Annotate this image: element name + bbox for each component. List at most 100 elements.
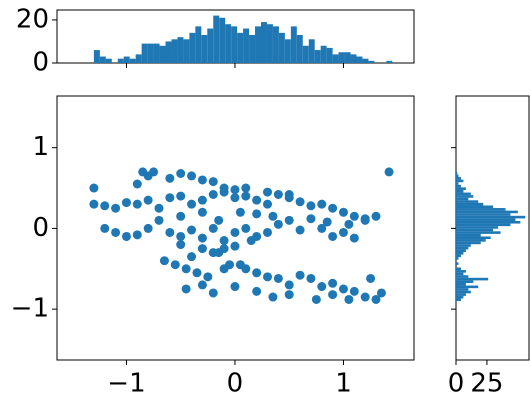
bar bbox=[284, 39, 291, 63]
point bbox=[197, 280, 207, 290]
point bbox=[317, 282, 327, 292]
point bbox=[230, 193, 240, 203]
bar bbox=[456, 210, 518, 214]
point bbox=[273, 219, 283, 229]
bar bbox=[344, 52, 351, 63]
bar bbox=[105, 58, 112, 63]
bar bbox=[456, 218, 516, 221]
x-tick-label: 25 bbox=[470, 369, 503, 399]
y-tick-label: 0 bbox=[32, 48, 49, 78]
bar bbox=[278, 32, 285, 63]
bar bbox=[456, 187, 466, 190]
point bbox=[143, 223, 153, 233]
bar bbox=[456, 290, 471, 294]
point bbox=[366, 273, 376, 283]
bar bbox=[219, 17, 226, 64]
bar bbox=[456, 293, 466, 296]
point bbox=[187, 171, 197, 181]
point bbox=[132, 179, 142, 189]
point bbox=[176, 211, 186, 221]
point bbox=[284, 215, 294, 225]
point bbox=[149, 167, 159, 177]
bar bbox=[255, 26, 261, 63]
bar bbox=[368, 60, 375, 63]
point bbox=[295, 197, 305, 207]
bar bbox=[207, 28, 214, 63]
bar bbox=[456, 195, 474, 198]
bar bbox=[456, 226, 499, 229]
point bbox=[338, 227, 348, 237]
point bbox=[187, 199, 197, 209]
point bbox=[111, 227, 121, 237]
bar bbox=[249, 34, 256, 63]
point bbox=[181, 284, 191, 294]
bar bbox=[123, 56, 130, 63]
point bbox=[219, 244, 229, 254]
bar bbox=[356, 56, 363, 63]
y-tick-label: 20 bbox=[16, 4, 49, 34]
bar bbox=[456, 275, 469, 278]
point bbox=[170, 260, 180, 270]
bar bbox=[456, 288, 469, 291]
bar bbox=[456, 282, 466, 286]
bar bbox=[237, 32, 244, 63]
bar bbox=[456, 182, 459, 185]
bar bbox=[456, 267, 461, 271]
point bbox=[176, 240, 186, 250]
bar bbox=[456, 295, 464, 299]
bar bbox=[326, 47, 333, 63]
point bbox=[322, 217, 332, 227]
bar bbox=[456, 215, 526, 219]
point bbox=[295, 225, 305, 235]
point bbox=[338, 207, 348, 217]
bar bbox=[195, 26, 202, 63]
bar bbox=[456, 171, 458, 175]
bar bbox=[147, 43, 154, 63]
bar bbox=[93, 50, 100, 63]
point bbox=[328, 231, 338, 241]
point bbox=[176, 191, 186, 201]
bar bbox=[456, 236, 491, 240]
bar bbox=[456, 285, 479, 289]
point bbox=[208, 177, 218, 187]
point bbox=[197, 195, 207, 205]
point bbox=[165, 227, 175, 237]
point bbox=[263, 272, 273, 282]
bar bbox=[456, 277, 489, 281]
point bbox=[349, 233, 359, 243]
bar bbox=[153, 43, 160, 63]
bar bbox=[171, 39, 178, 63]
point bbox=[89, 199, 99, 209]
bar bbox=[290, 26, 297, 63]
bar bbox=[261, 22, 267, 63]
point bbox=[311, 294, 321, 304]
point bbox=[225, 260, 235, 270]
bar bbox=[456, 254, 461, 258]
point bbox=[360, 292, 370, 302]
bar bbox=[456, 184, 461, 188]
bar bbox=[338, 52, 345, 63]
bar bbox=[456, 192, 471, 196]
bar bbox=[165, 41, 172, 63]
x-tick-label: −1 bbox=[107, 369, 145, 399]
point bbox=[306, 273, 316, 283]
bar bbox=[456, 246, 469, 250]
bar bbox=[456, 233, 481, 237]
bar bbox=[456, 202, 484, 206]
point bbox=[230, 282, 240, 292]
point bbox=[349, 211, 359, 221]
point bbox=[132, 199, 142, 209]
point bbox=[263, 187, 273, 197]
bar bbox=[302, 45, 309, 63]
point bbox=[241, 264, 251, 274]
x-tick-label: 0 bbox=[227, 369, 244, 399]
bar bbox=[456, 177, 461, 180]
bar bbox=[362, 58, 369, 63]
point bbox=[295, 270, 305, 280]
y-tick-label: −1 bbox=[11, 294, 49, 324]
bar bbox=[456, 257, 459, 260]
point bbox=[338, 284, 348, 294]
point bbox=[371, 294, 381, 304]
bar bbox=[456, 272, 464, 276]
point bbox=[268, 211, 278, 221]
